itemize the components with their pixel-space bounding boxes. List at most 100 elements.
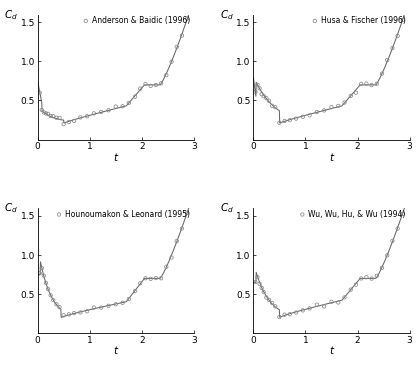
Point	[265, 297, 272, 303]
Point	[328, 299, 335, 305]
Point	[293, 310, 299, 315]
Point	[50, 113, 56, 119]
Point	[142, 275, 149, 281]
Point	[163, 72, 170, 78]
Point	[53, 301, 60, 307]
Point	[347, 93, 354, 99]
Point	[184, 210, 191, 216]
Text: $C_d$: $C_d$	[4, 8, 18, 22]
Point	[38, 265, 45, 271]
Point	[252, 89, 259, 95]
Text: $C_d$: $C_d$	[220, 201, 234, 215]
Point	[173, 238, 180, 244]
Point	[50, 297, 56, 303]
Point	[142, 81, 149, 87]
Legend: Husa & Fischer (1996): Husa & Fischer (1996)	[311, 16, 406, 25]
X-axis label: t: t	[329, 346, 334, 356]
Point	[98, 109, 104, 115]
Text: $C_d$: $C_d$	[220, 8, 234, 22]
Point	[335, 103, 342, 109]
Text: $C_d$: $C_d$	[4, 201, 18, 215]
Point	[306, 112, 313, 118]
Point	[299, 114, 306, 120]
Point	[252, 279, 259, 285]
Point	[147, 83, 154, 89]
Point	[394, 226, 401, 232]
Point	[168, 255, 175, 261]
Point	[368, 276, 375, 281]
Point	[341, 100, 348, 105]
Point	[389, 45, 396, 51]
Point	[328, 104, 335, 110]
Point	[137, 280, 144, 286]
Point	[71, 310, 77, 316]
Point	[158, 81, 164, 86]
Point	[41, 273, 47, 279]
Point	[71, 118, 77, 124]
Point	[43, 111, 49, 116]
Point	[384, 253, 390, 258]
Point	[36, 90, 43, 96]
Point	[119, 300, 126, 306]
Point	[47, 113, 54, 119]
Point	[98, 305, 104, 310]
Point	[84, 113, 90, 119]
Point	[400, 211, 406, 217]
Point	[36, 270, 43, 276]
Point	[265, 98, 272, 104]
Point	[363, 274, 370, 280]
Point	[105, 107, 112, 113]
Point	[41, 109, 47, 115]
Point	[341, 295, 348, 300]
Point	[45, 111, 51, 117]
Point	[321, 303, 328, 309]
Point	[60, 121, 67, 127]
Point	[38, 107, 45, 113]
Point	[53, 115, 60, 121]
Point	[272, 104, 278, 110]
Legend: Anderson & Baidic (1996): Anderson & Baidic (1996)	[82, 16, 190, 25]
X-axis label: t: t	[114, 346, 118, 356]
Point	[269, 300, 275, 306]
Point	[91, 111, 97, 116]
Point	[379, 265, 385, 271]
Point	[125, 296, 132, 302]
Point	[321, 108, 328, 113]
X-axis label: t: t	[114, 153, 118, 163]
Point	[125, 100, 132, 106]
Point	[276, 120, 283, 126]
Point	[299, 307, 306, 313]
Point	[358, 81, 364, 87]
Point	[47, 292, 54, 298]
Point	[263, 295, 270, 300]
Point	[256, 85, 263, 91]
Legend: Wu, Wu, Hu, & Wu (1994): Wu, Wu, Hu, & Wu (1994)	[298, 209, 406, 219]
Point	[56, 304, 63, 310]
Point	[258, 285, 265, 291]
Point	[153, 275, 159, 281]
Point	[163, 264, 170, 270]
Point	[189, 0, 196, 5]
Point	[272, 303, 278, 309]
Point	[263, 95, 270, 101]
Point	[306, 306, 313, 311]
Point	[368, 82, 375, 88]
Legend: Hounoumakon & Leonard (1995): Hounoumakon & Leonard (1995)	[55, 209, 190, 219]
Point	[314, 302, 320, 307]
Point	[132, 94, 138, 100]
Point	[112, 301, 119, 307]
Point	[363, 81, 370, 87]
Point	[66, 311, 72, 317]
Point	[105, 303, 112, 309]
Point	[281, 312, 288, 318]
Point	[147, 276, 154, 282]
Point	[314, 109, 320, 115]
Point	[137, 86, 144, 92]
Point	[91, 305, 97, 310]
Point	[400, 17, 406, 23]
Point	[178, 33, 185, 38]
Point	[260, 289, 267, 295]
Point	[56, 115, 63, 121]
Point	[258, 92, 265, 97]
Point	[60, 312, 67, 318]
